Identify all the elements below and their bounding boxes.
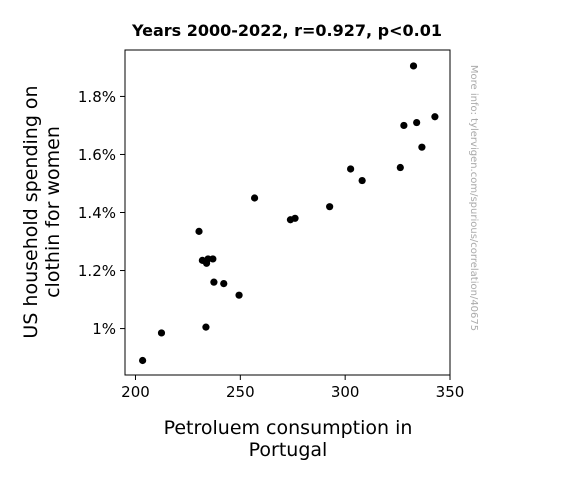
x-tick-label: 350 <box>436 383 465 401</box>
x-axis-label-line-1: Petroluem consumption in <box>164 417 413 439</box>
data-point <box>418 143 426 151</box>
data-point <box>157 329 166 337</box>
plot-area <box>124 49 451 376</box>
data-point <box>220 279 228 288</box>
y-axis-label-line-1: US household spending on <box>20 85 42 338</box>
y-tick-label: 1.6% <box>78 146 116 164</box>
x-tick-label: 200 <box>121 383 150 401</box>
data-point <box>409 62 418 70</box>
data-point <box>400 121 408 130</box>
data-point <box>202 323 210 331</box>
data-points <box>139 62 439 365</box>
data-point <box>210 278 218 286</box>
data-point <box>291 214 299 222</box>
data-point <box>396 163 404 172</box>
y-axis-label-line-2: clothin for women <box>42 126 64 298</box>
data-point <box>250 194 259 202</box>
y-axis: 1% 1.2% 1.4% 1.6% 1.8% <box>78 88 125 338</box>
data-point <box>209 255 217 263</box>
x-tick-label: 300 <box>331 383 360 401</box>
x-axis: 200 250 300 350 <box>121 375 464 401</box>
data-point <box>358 176 366 185</box>
data-point <box>413 118 421 127</box>
chart-title: Years 2000-2022, r=0.927, p<0.01 <box>131 21 442 40</box>
data-point <box>431 113 439 121</box>
y-tick-label: 1% <box>92 320 116 338</box>
data-point <box>139 356 147 365</box>
y-tick-label: 1.8% <box>78 88 116 106</box>
x-axis-label-line-2: Portugal <box>249 439 328 461</box>
data-point <box>347 165 355 173</box>
watermark-text: More info: tylervigen.com/spurious/corre… <box>468 65 479 331</box>
data-point <box>195 227 203 235</box>
y-tick-label: 1.2% <box>78 262 116 280</box>
data-point <box>235 291 243 299</box>
y-tick-label: 1.4% <box>78 204 116 222</box>
x-tick-label: 250 <box>226 383 255 401</box>
data-point <box>326 203 334 211</box>
